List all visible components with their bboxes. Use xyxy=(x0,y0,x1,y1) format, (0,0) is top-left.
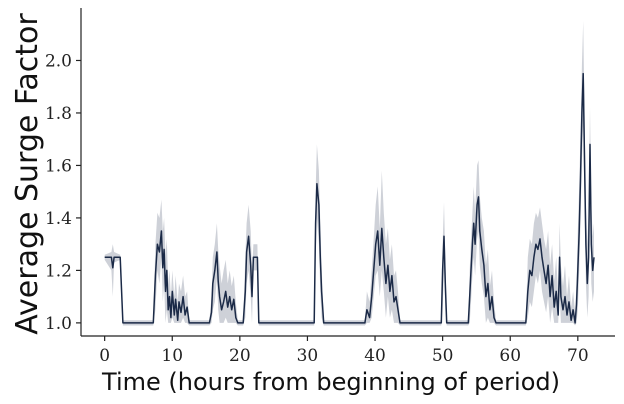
y-tick-label: 2.0 xyxy=(45,51,72,71)
x-axis-ticks: 0 10 20 30 40 50 60 70 xyxy=(99,336,589,366)
plot-area xyxy=(104,21,595,326)
x-tick-label: 60 xyxy=(499,346,521,366)
x-tick-label: 40 xyxy=(364,346,386,366)
x-tick-label: 50 xyxy=(432,346,454,366)
x-tick-label: 0 xyxy=(99,346,110,366)
y-axis-ticks: 1.0 1.2 1.4 1.6 1.8 2.0 xyxy=(45,51,81,334)
y-tick-label: 1.8 xyxy=(45,104,72,124)
y-tick-label: 1.0 xyxy=(45,314,72,334)
surge-factor-line xyxy=(104,72,595,324)
confidence-band xyxy=(104,21,594,326)
y-tick-label: 1.4 xyxy=(45,209,72,229)
y-tick-label: 1.2 xyxy=(45,261,72,281)
x-tick-label: 20 xyxy=(229,346,251,366)
y-axis-title: Average Surge Factor xyxy=(10,13,45,335)
x-tick-label: 30 xyxy=(297,346,319,366)
x-axis-title: Time (hours from beginning of period) xyxy=(101,368,560,396)
y-tick-label: 1.6 xyxy=(45,156,72,176)
x-tick-label: 70 xyxy=(567,346,589,366)
x-tick-label: 10 xyxy=(161,346,183,366)
